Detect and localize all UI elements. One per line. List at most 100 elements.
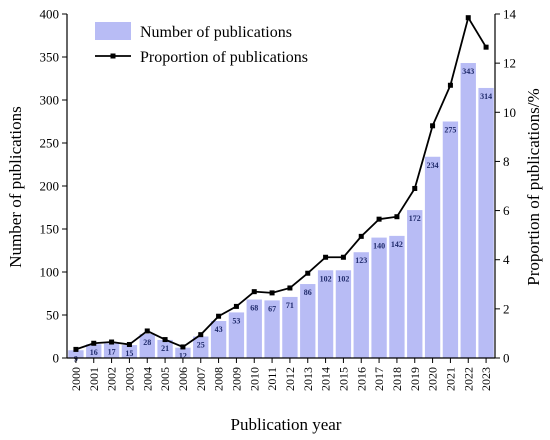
proportion-line (75, 15, 487, 351)
x-tick-label-2013: 2013 (301, 367, 315, 391)
bar-label-2020: 234 (427, 161, 439, 170)
line-point-2007 (198, 332, 204, 338)
bar-label-2015: 102 (337, 274, 349, 283)
line-point-2008 (216, 313, 222, 319)
bar-2011 (264, 300, 280, 358)
bar-label-2011: 67 (268, 304, 276, 313)
legend-bar-swatch (95, 22, 131, 40)
x-tick-label-2015: 2015 (336, 367, 350, 391)
bar-label-2016: 123 (355, 256, 367, 265)
x-tick-label-2022: 2022 (461, 367, 475, 391)
bar-label-2012: 71 (286, 301, 294, 310)
bar-2006 (175, 347, 191, 358)
line-point-2006 (180, 344, 186, 350)
line-point-2002 (109, 339, 115, 345)
x-tick-label-2023: 2023 (479, 367, 493, 391)
line-layer (73, 15, 489, 352)
x-tick-label-2020: 2020 (426, 367, 440, 391)
line-point-2011 (269, 290, 275, 296)
y2-tick-label-14: 14 (503, 7, 517, 22)
bar-2003 (121, 345, 138, 358)
line-point-2005 (162, 337, 168, 343)
x-tick-label-2019: 2019 (408, 367, 422, 391)
y-tick-label-50: 50 (46, 308, 59, 323)
x-tick-label-2009: 2009 (229, 367, 243, 391)
x-tick-label-2005: 2005 (158, 367, 172, 391)
line-point-2003 (126, 341, 132, 347)
x-tick-label-2010: 2010 (247, 367, 261, 391)
bar-2020 (424, 156, 441, 358)
x-tick-label-2001: 2001 (87, 367, 101, 391)
bar-label-2001: 16 (90, 348, 98, 357)
x-tick-label-2012: 2012 (283, 367, 297, 391)
bar-label-2010: 68 (250, 304, 258, 313)
bar-label-2006: 12 (179, 352, 187, 361)
x-tick-label-2006: 2006 (176, 367, 190, 391)
y-tick-label-0: 0 (53, 351, 60, 366)
line-point-2021 (447, 82, 453, 88)
x-tick-label-2018: 2018 (390, 367, 404, 391)
bar-2007 (193, 336, 209, 358)
legend-label-line: Proportion of publications (140, 49, 308, 66)
line-point-2001 (91, 340, 97, 346)
bar-2022 (460, 63, 476, 359)
bar-2001 (86, 344, 102, 358)
bar-2016 (353, 252, 369, 358)
line-point-2014 (323, 254, 329, 260)
x-tick-label-2016: 2016 (354, 367, 368, 391)
line-point-2013 (305, 270, 311, 276)
bar-label-2021: 275 (444, 126, 456, 135)
bar-label-2003: 15 (125, 349, 133, 358)
bar-2013 (300, 284, 316, 358)
y2-tick-label-2: 2 (503, 301, 510, 316)
bar-labels-layer: 9161715282112254353686771861021021231401… (74, 67, 492, 363)
bar-2004 (139, 333, 155, 358)
y2-axis-title: Proportion of publications/% (524, 88, 543, 285)
y-axis-title: Number of publications (6, 106, 25, 267)
line-point-2019 (412, 185, 418, 191)
bar-2010 (246, 299, 262, 358)
bar-2009 (228, 312, 245, 358)
line-point-2012 (287, 285, 293, 291)
bar-2018 (389, 235, 405, 358)
bar-2005 (157, 339, 173, 358)
line-point-2009 (233, 303, 239, 309)
bar-label-2002: 17 (108, 347, 116, 356)
y2-tick-label-6: 6 (503, 203, 510, 218)
bar-label-2007: 25 (197, 341, 205, 350)
bar-label-2013: 86 (304, 288, 312, 297)
legend: Number of publications Proportion of pub… (95, 22, 308, 66)
bar-2019 (407, 210, 423, 358)
line-point-2004 (144, 328, 150, 334)
bar-2000 (68, 350, 84, 358)
bar-2014 (317, 270, 334, 358)
legend-line-marker (110, 53, 116, 59)
line-point-2015 (340, 254, 346, 260)
bars-layer (68, 63, 494, 359)
y-tick-label-150: 150 (40, 222, 60, 237)
y-tick-label-400: 400 (40, 7, 60, 22)
y2-tick-label-8: 8 (503, 154, 510, 169)
x-tick-label-2003: 2003 (122, 367, 136, 391)
bar-2023 (478, 87, 494, 359)
x-tick-label-2017: 2017 (372, 367, 386, 391)
line-point-2000 (73, 346, 79, 352)
x-tick-label-2004: 2004 (140, 367, 154, 391)
bar-label-2014: 102 (320, 274, 332, 283)
y-tick-label-300: 300 (40, 93, 60, 108)
y2-tick-label-0: 0 (503, 351, 510, 366)
bar-label-2018: 142 (391, 240, 403, 249)
x-tick-label-2011: 2011 (265, 367, 279, 391)
bar-label-2019: 172 (409, 214, 421, 223)
bar-label-2004: 28 (143, 338, 151, 347)
x-tick-label-2007: 2007 (194, 367, 208, 391)
line-point-2017 (376, 216, 382, 222)
line-point-2010 (251, 289, 257, 295)
y-tick-label-100: 100 (40, 265, 60, 280)
bar-2002 (103, 343, 120, 358)
line-point-2023 (483, 44, 489, 50)
bar-label-2023: 314 (480, 92, 492, 101)
y-tick-label-350: 350 (40, 50, 60, 65)
